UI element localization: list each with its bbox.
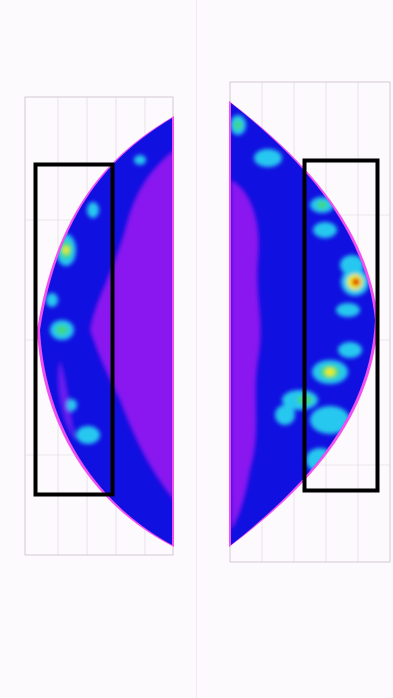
left-cyan-blob: [46, 293, 58, 307]
left-purple-region: [90, 150, 172, 500]
left-cyan-blob: [134, 155, 146, 165]
left-green-blob: [56, 325, 68, 335]
right-red-blob: [352, 278, 360, 286]
right-purple-region: [231, 180, 261, 530]
right-green-blob: [317, 201, 327, 209]
left-contour-plot: [24, 96, 174, 556]
right-green-blob: [234, 120, 242, 130]
right-cyan-blob: [254, 149, 282, 167]
right-cyan-blob: [310, 406, 350, 434]
right-cyan-blob: [275, 405, 295, 425]
left-cyan-blob: [76, 426, 100, 444]
panel-divider: [196, 0, 197, 698]
right-highlight-box: [302, 158, 380, 493]
right-cyan-blob: [313, 222, 337, 238]
right-cyan-blob: [336, 303, 360, 317]
right-cyan-blob: [338, 342, 362, 358]
left-cyan-blob: [87, 202, 99, 218]
left-purple-region: [58, 360, 75, 440]
left-yellow-blob: [63, 246, 69, 254]
left-highlight-box: [33, 162, 115, 497]
left-cyan-blob: [67, 399, 77, 411]
right-yellow-blob: [325, 368, 335, 376]
